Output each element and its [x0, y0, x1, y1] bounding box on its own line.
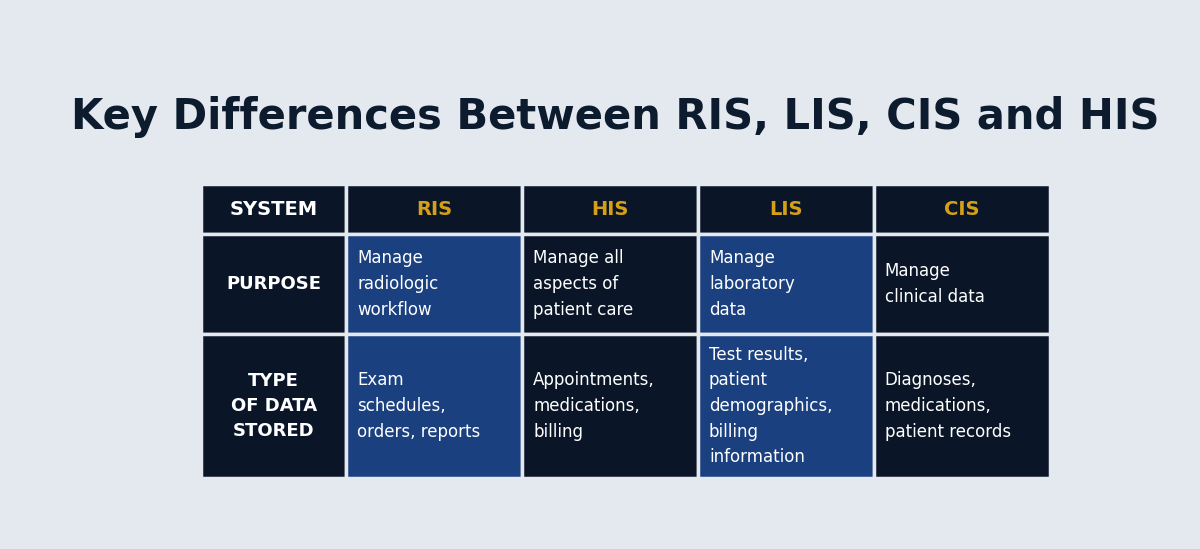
FancyBboxPatch shape — [202, 234, 346, 334]
Text: TYPE
OF DATA
STORED: TYPE OF DATA STORED — [230, 372, 317, 440]
Text: RIS: RIS — [416, 200, 452, 219]
Text: Diagnoses,
medications,
patient records: Diagnoses, medications, patient records — [884, 371, 1010, 441]
Text: LIS: LIS — [769, 200, 803, 219]
Text: Manage
laboratory
data: Manage laboratory data — [709, 249, 794, 319]
Text: Manage
radiologic
workflow: Manage radiologic workflow — [358, 249, 438, 319]
Text: Key Differences Between RIS, LIS, CIS and HIS: Key Differences Between RIS, LIS, CIS an… — [71, 96, 1159, 138]
FancyBboxPatch shape — [522, 334, 697, 478]
FancyBboxPatch shape — [346, 234, 522, 334]
Text: PURPOSE: PURPOSE — [226, 275, 322, 293]
Text: Test results,
patient
demographics,
billing
information: Test results, patient demographics, bill… — [709, 346, 833, 467]
FancyBboxPatch shape — [202, 184, 346, 234]
FancyBboxPatch shape — [522, 234, 697, 334]
Text: SYSTEM: SYSTEM — [229, 200, 318, 219]
FancyBboxPatch shape — [874, 334, 1050, 478]
FancyBboxPatch shape — [346, 334, 522, 478]
Text: Exam
schedules,
orders, reports: Exam schedules, orders, reports — [358, 371, 480, 441]
FancyBboxPatch shape — [346, 184, 522, 234]
Text: Manage all
aspects of
patient care: Manage all aspects of patient care — [533, 249, 634, 319]
Text: Manage
clinical data: Manage clinical data — [884, 262, 985, 306]
FancyBboxPatch shape — [522, 184, 697, 234]
Text: CIS: CIS — [944, 200, 979, 219]
Text: Appointments,
medications,
billing: Appointments, medications, billing — [533, 371, 655, 441]
Text: HIS: HIS — [592, 200, 629, 219]
FancyBboxPatch shape — [874, 234, 1050, 334]
FancyBboxPatch shape — [697, 334, 874, 478]
FancyBboxPatch shape — [697, 234, 874, 334]
FancyBboxPatch shape — [697, 184, 874, 234]
FancyBboxPatch shape — [202, 334, 346, 478]
FancyBboxPatch shape — [874, 184, 1050, 234]
